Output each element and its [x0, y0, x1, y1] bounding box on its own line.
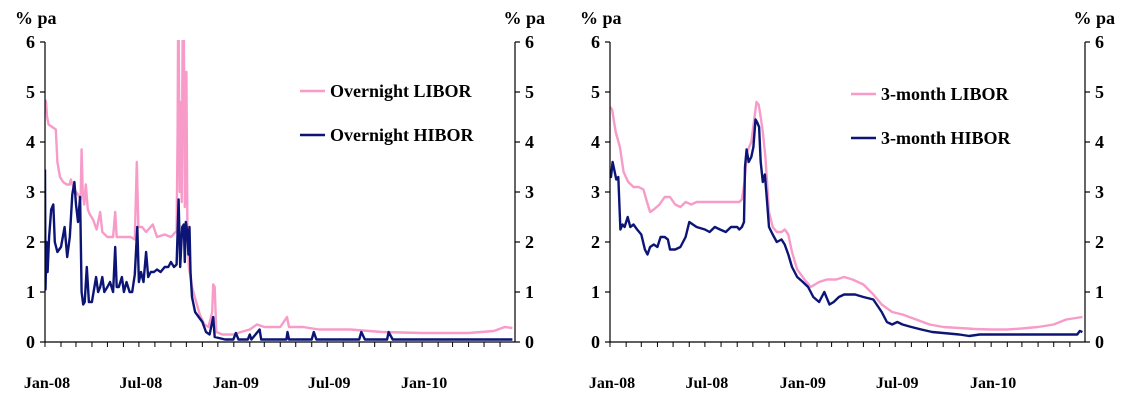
y-tick-label-left: 6 [591, 32, 600, 52]
y-tick-label-right: 2 [1095, 232, 1104, 252]
series-line-3-month-hibor [610, 118, 1083, 338]
y-tick-label-left: 1 [591, 282, 600, 302]
x-tick-label: Jan-08 [589, 375, 635, 392]
y-tick-label-left: 0 [26, 332, 35, 352]
y-tick-label-left: 1 [26, 282, 35, 302]
x-tick-label: Jan-08 [24, 375, 70, 392]
legend: Overnight LIBOR Overnight HIBOR [300, 81, 475, 145]
series-line-overnight-libor [45, 40, 513, 336]
y-tick-label-right: 5 [525, 82, 534, 102]
y-tick-label-left: 2 [591, 232, 600, 252]
y-tick-label-right: 3 [525, 182, 534, 202]
legend-label-overnight-hibor: Overnight HIBOR [330, 125, 475, 145]
y-tick-label-right: 5 [1095, 82, 1104, 102]
y-unit-label-left: % pa [15, 8, 57, 28]
y-tick-label-left: 2 [26, 232, 35, 252]
y-tick-label-right: 2 [525, 232, 534, 252]
x-tick-label: Jan-09 [213, 375, 259, 392]
y-unit-label-right: % pa [1073, 8, 1115, 28]
y-tick-label-right: 6 [525, 32, 534, 52]
y-tick-label-left: 5 [26, 82, 35, 102]
x-tick-label: Jan-10 [401, 375, 447, 392]
legend: 3-month LIBOR 3-month HIBOR [851, 84, 1012, 148]
y-unit-label-right: % pa [503, 8, 545, 28]
x-tick-label: Jan-09 [780, 375, 826, 392]
y-tick-label-right: 4 [1095, 132, 1104, 152]
x-tick-label: Jul-08 [120, 375, 163, 392]
chart-3-month-rates: 0 0 1 1 2 2 3 3 4 4 5 5 6 6 Jan-08 Jul-08 Jan-09 Jul-09 Ja… [580, 8, 1115, 392]
x-tick-label: Jan-10 [970, 375, 1016, 392]
y-tick-label-right: 3 [1095, 182, 1104, 202]
y-tick-label-left: 4 [26, 132, 35, 152]
y-tick-label-right: 0 [525, 332, 534, 352]
y-tick-label-left: 6 [26, 32, 35, 52]
legend-label-3-month-libor: 3-month LIBOR [881, 84, 1010, 104]
y-tick-label-right: 6 [1095, 32, 1104, 52]
series-group [45, 40, 513, 341]
legend-label-overnight-libor: Overnight LIBOR [330, 81, 473, 101]
series-line-3-month-libor [610, 100, 1083, 331]
chart-overnight-rates: 0 0 1 1 2 2 3 3 4 4 5 5 6 6 Jan-08 Jul-08 Jan-09 Jul-09 Ja… [15, 8, 545, 392]
y-tick-label-left: 4 [591, 132, 600, 152]
y-tick-label-right: 1 [525, 282, 534, 302]
x-tick-label: Jul-09 [876, 375, 919, 392]
legend-label-3-month-hibor: 3-month HIBOR [881, 128, 1012, 148]
x-tick-label: Jul-09 [308, 375, 351, 392]
series-group [610, 100, 1083, 338]
y-tick-label-left: 3 [591, 182, 600, 202]
x-tick-label: Jul-08 [686, 375, 729, 392]
y-tick-label-left: 3 [26, 182, 35, 202]
y-tick-label-left: 5 [591, 82, 600, 102]
y-tick-label-left: 0 [591, 332, 600, 352]
series-line-overnight-hibor [45, 169, 513, 341]
y-tick-label-right: 1 [1095, 282, 1104, 302]
y-unit-label-left: % pa [580, 8, 622, 28]
y-tick-label-right: 0 [1095, 332, 1104, 352]
y-tick-label-right: 4 [525, 132, 534, 152]
